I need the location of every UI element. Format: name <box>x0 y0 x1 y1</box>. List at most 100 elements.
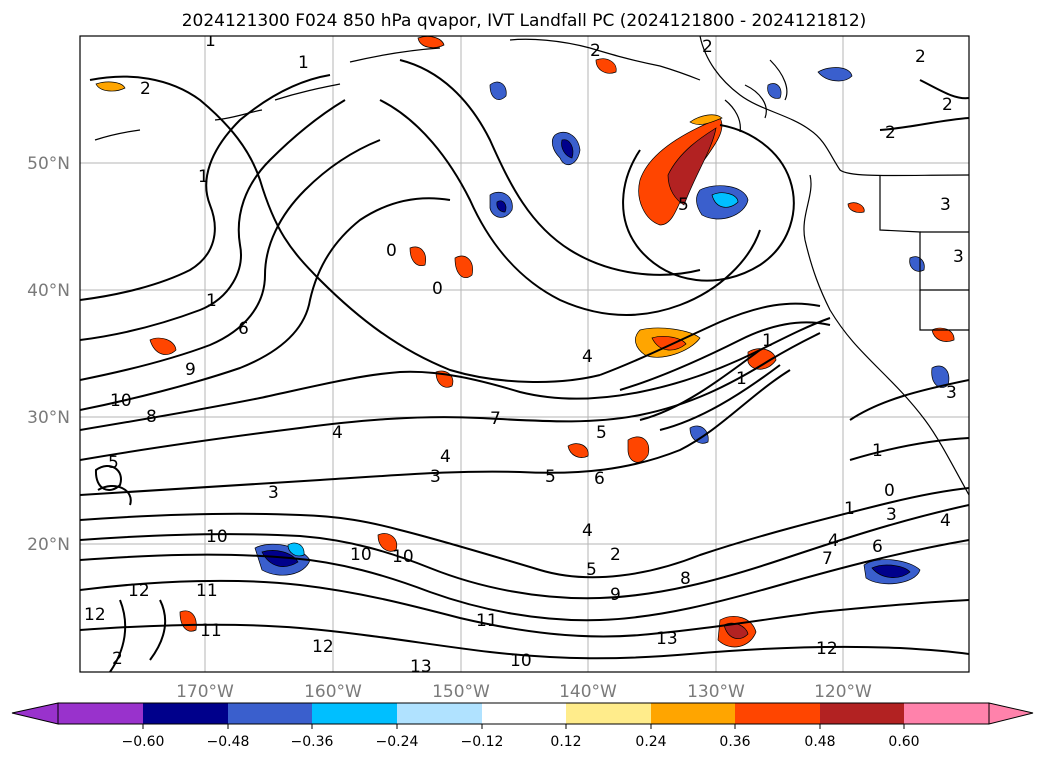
colorbar-bin <box>735 703 820 724</box>
contour-label: 1 <box>844 499 855 519</box>
lat-label-30n: 30°N <box>27 408 70 428</box>
latitude-labels: 50°N 40°N 30°N 20°N <box>27 154 70 555</box>
contour-label: 3 <box>940 195 951 215</box>
contour-label: 4 <box>582 521 593 541</box>
lon-label-130w: 130°W <box>687 682 745 702</box>
lat-label-40n: 40°N <box>27 281 70 301</box>
colorbar-bin <box>651 703 735 724</box>
contour-label: 4 <box>582 347 593 367</box>
contour-label: 12 <box>128 581 150 601</box>
contour-label: 11 <box>196 581 218 601</box>
contour-label: 2 <box>590 41 601 61</box>
lon-label-140w: 140°W <box>559 682 617 702</box>
contour-label: 2 <box>702 37 713 57</box>
colorbar-extend-high <box>988 702 1034 725</box>
colorbar-tick-label: 0.60 <box>888 734 919 750</box>
contour-label: 2 <box>112 649 123 669</box>
contour-label: 8 <box>146 407 157 427</box>
colorbar-tick-label: 0.24 <box>635 734 666 750</box>
contour-label: 1 <box>762 331 773 351</box>
contour-label: 1 <box>872 441 883 461</box>
contour-label: 2 <box>140 79 151 99</box>
contour-label: 5 <box>545 467 556 487</box>
contour-label: 3 <box>953 247 964 267</box>
colorbar-tick-label: −0.60 <box>122 734 165 750</box>
contour-lines <box>80 59 969 672</box>
coastlines <box>94 36 969 496</box>
contour-label: 7 <box>490 409 501 429</box>
colorbar-bin <box>566 703 651 724</box>
lon-label-160w: 160°W <box>304 682 362 702</box>
shaded-anomalies <box>95 36 955 648</box>
lon-label-170w: 170°W <box>176 682 234 702</box>
contour-label: 3 <box>946 383 957 403</box>
contour-label: 2 <box>942 95 953 115</box>
colorbar-bin <box>312 703 397 724</box>
contour-label: 7 <box>822 549 833 569</box>
contour-label: 12 <box>84 605 106 625</box>
contour-label: 13 <box>656 629 678 649</box>
lat-label-20n: 20°N <box>27 535 70 555</box>
colorbar-tick-label: −0.24 <box>376 734 419 750</box>
contour-label: 2 <box>915 47 926 67</box>
contour-label: 0 <box>884 481 895 501</box>
map-frame <box>79 35 970 673</box>
colorbar-bin <box>58 703 143 724</box>
contour-label: 5 <box>678 195 689 215</box>
contour-label: 11 <box>476 611 498 631</box>
colorbar-bin <box>820 703 904 724</box>
map-title: 2024121300 F024 850 hPa qvapor, IVT Land… <box>182 11 867 31</box>
colorbar-extend-low <box>11 702 59 725</box>
colorbar-tick-label: −0.36 <box>291 734 334 750</box>
contour-label: 3 <box>886 505 897 525</box>
contour-label: 9 <box>185 360 196 380</box>
contour-label: 10 <box>350 545 372 565</box>
contour-label: 4 <box>332 423 343 443</box>
colorbar-tick-label: −0.48 <box>207 734 250 750</box>
contour-label: 10 <box>206 527 228 547</box>
contour-label: 12 <box>816 639 838 659</box>
contour-label: 5 <box>108 453 119 473</box>
contour-label: 9 <box>610 585 621 605</box>
contour-label: 10 <box>392 547 414 567</box>
contour-label: 12 <box>312 637 334 657</box>
contour-label: 6 <box>594 469 605 489</box>
colorbar-bin <box>904 703 989 724</box>
contour-label: 10 <box>510 651 532 671</box>
contour-label: 4 <box>940 511 951 531</box>
lon-label-120w: 120°W <box>814 682 872 702</box>
contour-label: 6 <box>872 537 883 557</box>
contour-label: 3 <box>430 467 441 487</box>
contour-label: 3 <box>268 483 279 503</box>
contour-label: 1 <box>205 31 216 51</box>
contour-label: 4 <box>828 531 839 551</box>
lon-label-150w: 150°W <box>432 682 490 702</box>
contour-label: 4 <box>440 447 451 467</box>
contour-label: 10 <box>110 391 132 411</box>
contour-label: 8 <box>680 569 691 589</box>
contour-label: 11 <box>200 621 222 641</box>
lat-label-50n: 50°N <box>27 154 70 174</box>
longitude-labels: 170°W 160°W 150°W 140°W 130°W 120°W <box>176 682 872 702</box>
contour-label: 2 <box>610 545 621 565</box>
contour-label: 0 <box>386 241 397 261</box>
contour-label: 5 <box>586 560 597 580</box>
colorbar-tick-label: 0.48 <box>804 734 835 750</box>
colorbar-bin <box>143 703 228 724</box>
colorbar: −0.60 −0.48 −0.36 −0.24 −0.12 0.12 0.24 … <box>11 702 1034 750</box>
colorbar-bin <box>397 703 482 724</box>
colorbar-tick-label: 0.12 <box>550 734 581 750</box>
colorbar-bin <box>228 703 312 724</box>
contour-label: 2 <box>885 123 896 143</box>
contour-label: 6 <box>238 319 249 339</box>
contour-label: 1 <box>206 291 217 311</box>
contour-label: 13 <box>410 657 432 677</box>
contour-label: 1 <box>298 53 309 73</box>
graticule <box>80 36 969 672</box>
contour-label: 0 <box>432 279 443 299</box>
contour-label: 1 <box>198 167 209 187</box>
colorbar-tick-label: −0.12 <box>461 734 504 750</box>
contour-label: 1 <box>736 369 747 389</box>
colorbar-tick-label: 0.36 <box>719 734 750 750</box>
